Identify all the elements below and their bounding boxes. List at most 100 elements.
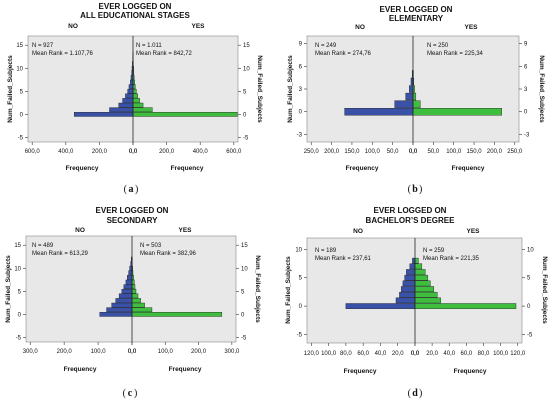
bar-yes-6 [414, 269, 426, 275]
y-tick-label-right: 0 [524, 110, 528, 116]
x-tick-label-right: 40,0 [443, 351, 455, 357]
bar-yes-6 [131, 284, 136, 290]
panel-a-right-n: N = 1.011 [136, 43, 162, 49]
y-tick-label-right: 5 [527, 276, 531, 282]
panel-d-y-ticks-right: 10 5 0 -5 [522, 247, 534, 338]
panel-c-y-ticks-left: 15 10 5 0 -5 [14, 243, 26, 341]
panel-b-x-ticks: 250,0 200,0 150,0 100,0 50,0 0,00,0 50,0 100,0 1… [304, 142, 523, 155]
panel-a-title-line2: ALL EDUCATIONAL STAGES [80, 11, 190, 20]
panel-c-caption-open: ( [123, 388, 127, 399]
x-tick-label-left: 200,0 [57, 349, 73, 355]
bar-no-1 [394, 100, 414, 108]
panel-c-xlabel-right: Frequency [169, 366, 202, 373]
bar-yes-1 [132, 107, 153, 113]
bar-yes-1 [412, 100, 421, 108]
bar-yes-3 [414, 286, 435, 292]
y-tick-label-right: 10 [243, 66, 250, 72]
y-tick-label-right: -5 [527, 332, 533, 338]
panel-b-caption-open: ( [408, 184, 412, 195]
x-tick-label-left: 0,0 [129, 149, 138, 155]
bar-yes-3 [131, 298, 141, 303]
bar-yes-3 [132, 98, 140, 103]
x-tick-label-left: 20,0 [392, 351, 404, 357]
x-tick-label-left: 50,0 [387, 149, 399, 155]
bar-no-5 [404, 274, 416, 281]
y-tick-label-left: -3 [297, 132, 303, 138]
y-tick-label-left: 5 [18, 289, 22, 295]
panel-c-right-rank: Mean Rank = 382,96 [140, 251, 197, 257]
panel-d-bars [345, 257, 517, 309]
bar-yes-5 [132, 88, 137, 94]
y-tick-label-right: 0 [241, 312, 245, 318]
panel-a-title-line1: EVER LOGGED ON [99, 2, 172, 11]
bar-no-3 [122, 98, 134, 103]
bar-no-8 [127, 275, 133, 280]
bar-yes-4 [414, 280, 431, 287]
panel-b-right-rank: Mean Rank = 225,34 [427, 51, 484, 57]
bar-no-4 [402, 280, 416, 287]
panel-b-xlabel-left: Frequency [346, 165, 379, 172]
panel-c-ylabel-left: Num_Failed_Subjects [5, 255, 12, 323]
bar-no-1 [106, 307, 133, 313]
panel-c-title-line1: EVER LOGGED ON [96, 206, 169, 215]
panel-b-right-n: N = 250 [427, 43, 449, 49]
panel-c-title-line2: SECONDARY [107, 216, 158, 225]
y-tick-label-left: 0 [20, 112, 24, 118]
x-tick-label-left: 200,0 [324, 149, 340, 155]
panel-d-right-n: N = 259 [423, 248, 445, 254]
bar-yes-2 [131, 302, 145, 308]
y-tick-label-right: 0 [243, 112, 247, 118]
x-tick-label-left: 0,0 [409, 149, 418, 155]
panel-a-xlabel-left: Frequency [66, 165, 99, 172]
x-tick-label-left: 200,0 [92, 149, 108, 155]
y-tick-label-left: 5 [299, 276, 303, 282]
panel-d-x-ticks: 120,0 100,0 80,0 60,0 40,0 20,0 0,00,0 20,0 40,0… [304, 343, 526, 357]
x-tick-label-left: 120,0 [304, 351, 320, 357]
panel-a-right-header: YES [191, 23, 205, 30]
x-tick-label-left: 400,0 [58, 149, 74, 155]
panel-b-left-rank: Mean Rank = 274,76 [315, 51, 372, 57]
bar-no-7 [409, 263, 416, 270]
bar-no-7 [130, 79, 134, 85]
bar-no-2 [399, 291, 416, 298]
panel-a-caption-letter: a [129, 184, 134, 195]
bar-no-2 [118, 102, 134, 108]
x-tick-label-right: 200,0 [159, 149, 175, 155]
panel-b-y-ticks-left: 9 6 3 0 -3 [297, 42, 307, 138]
panel-b-title-line1: EVER LOGGED ON [380, 5, 453, 14]
panel-a-left-header: NO [68, 23, 78, 30]
panel-d-ylabel-right: Num_Failed_Subjects [541, 256, 548, 324]
bar-yes-2 [414, 291, 438, 298]
x-tick-label-left: 40,0 [375, 351, 387, 357]
panel-c-right-n: N = 503 [140, 243, 162, 249]
panel-b-title-line2: ELEMENTARY [389, 14, 444, 23]
panel-d-right-rank: Mean Rank = 221,35 [423, 256, 480, 262]
y-tick-label-left: -5 [16, 335, 22, 341]
x-tick-label-left: 250,0 [304, 149, 320, 155]
bar-yes-0 [414, 303, 517, 309]
panel-c: EVER LOGGED ON SECONDARY NO YES N = 489 … [5, 206, 261, 399]
x-tick-label-left: 600,0 [25, 149, 41, 155]
bar-no-4 [118, 293, 133, 299]
y-tick-label-right: 10 [241, 266, 248, 272]
x-tick-label-right: 600,0 [226, 149, 242, 155]
bar-yes-2 [412, 92, 417, 101]
x-tick-label-left: 80,0 [340, 351, 352, 357]
bar-yes-5 [131, 288, 137, 294]
x-tick-label-left: 100,0 [91, 349, 107, 355]
bar-no-4 [125, 93, 134, 99]
panel-a-right-rank: Mean Rank = 842,72 [136, 51, 193, 57]
y-tick-label-right: 9 [524, 42, 528, 48]
panel-b: EVER LOGGED ON ELEMENTARY NO YES N = 249… [287, 5, 545, 195]
bar-no-5 [121, 288, 133, 294]
panel-a: EVER LOGGED ON ALL EDUCATIONAL STAGES NO… [7, 2, 263, 195]
bar-no-3 [400, 286, 416, 292]
panel-a-y-ticks-right: 15 10 5 0 -5 [238, 43, 250, 141]
x-tick-label-left: 150,0 [344, 149, 360, 155]
panel-b-right-header: YES [464, 24, 478, 31]
panel-d-title-line1: EVER LOGGED ON [374, 206, 447, 215]
panel-b-y-ticks-right: 9 6 3 0 -3 [519, 42, 530, 138]
bar-no-9 [128, 270, 133, 276]
panel-b-caption-letter: b [412, 184, 418, 195]
panel-a-y-ticks-left: 15 10 5 0 -5 [16, 43, 28, 141]
